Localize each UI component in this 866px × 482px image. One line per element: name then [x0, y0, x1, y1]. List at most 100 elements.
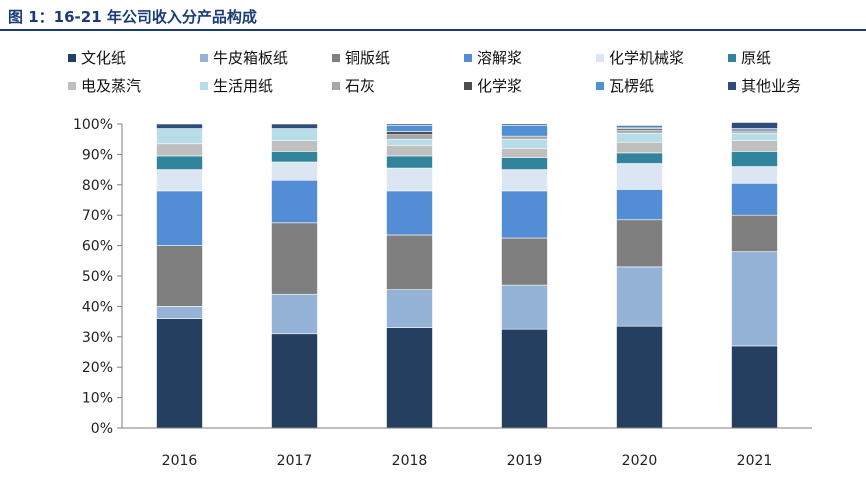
- legend-item: 石灰: [332, 77, 375, 95]
- legend-swatch: [596, 54, 604, 62]
- bar-segment: [386, 144, 433, 157]
- legend-label: 溶解浆: [477, 49, 522, 67]
- bar-segment: [386, 234, 433, 290]
- legend-item: 瓦楞纸: [596, 77, 654, 95]
- bar-segment: [386, 125, 433, 132]
- bar-segment: [501, 284, 548, 330]
- legend-swatch: [728, 54, 736, 62]
- bar-segment: [501, 138, 548, 149]
- bar-stack-2021: [731, 122, 778, 429]
- bar-segment: [271, 179, 318, 224]
- bar-segment: [386, 123, 433, 126]
- bar-segment: [501, 148, 548, 158]
- legend-item: 化学机械浆: [596, 49, 684, 67]
- legend-swatch: [200, 82, 208, 90]
- x-tick-label: 2018: [392, 453, 428, 469]
- legend-swatch: [596, 82, 604, 90]
- legend-item: 电及蒸汽: [68, 77, 141, 95]
- legend-label: 化学机械浆: [609, 49, 684, 67]
- bar-segment: [616, 125, 663, 128]
- bar-segment: [271, 123, 318, 129]
- bar-segment: [271, 140, 318, 152]
- bar-segment: [616, 141, 663, 154]
- bar-segment: [501, 125, 548, 137]
- plot-area: [156, 122, 778, 429]
- legend-item: 溶解浆: [464, 49, 522, 67]
- x-axis: 2016 2017 2018 2019 2020 2021: [122, 427, 812, 469]
- bar-segment: [616, 132, 663, 143]
- y-tick-label: 50%: [82, 269, 113, 285]
- bar-stack-2018: [386, 123, 433, 429]
- x-tick-label: 2021: [737, 453, 773, 469]
- bar-segment: [156, 123, 203, 129]
- bar-segment: [156, 190, 203, 246]
- legend-swatch: [200, 54, 208, 62]
- bar-segment: [386, 134, 433, 140]
- y-tick-label: 70%: [82, 208, 113, 224]
- bar-segment: [386, 190, 433, 236]
- legend-item: 化学浆: [464, 77, 522, 95]
- y-tick-label: 0%: [91, 421, 113, 437]
- legend-item: 牛皮箱板纸: [200, 49, 288, 67]
- legend-swatch: [68, 82, 76, 90]
- y-tick-label: 90%: [82, 147, 113, 163]
- bar-segment: [731, 140, 778, 152]
- bar-segment: [731, 345, 778, 429]
- bar-segment: [616, 189, 663, 221]
- bar-segment: [501, 169, 548, 192]
- legend-label: 文化纸: [81, 49, 126, 67]
- y-tick-label: 100%: [73, 117, 113, 133]
- bar-segment: [156, 155, 203, 170]
- x-tick-label: 2020: [622, 453, 658, 469]
- bar-segment: [501, 190, 548, 239]
- bar-segment: [156, 318, 203, 429]
- bar-segment: [271, 333, 318, 429]
- bar-segment: [271, 151, 318, 163]
- y-tick-label: 20%: [82, 360, 113, 376]
- legend-label: 铜版纸: [345, 49, 390, 67]
- legend-item: 生活用纸: [200, 77, 273, 95]
- legend-swatch: [728, 82, 736, 90]
- title-underline: [0, 29, 866, 31]
- bar-segment: [616, 325, 663, 429]
- bar-segment: [731, 182, 778, 216]
- bar-stack-2017: [271, 123, 318, 429]
- bar-segment: [271, 128, 318, 142]
- bar-segment: [156, 128, 203, 145]
- y-tick-label: 30%: [82, 330, 113, 346]
- bar-segment: [156, 143, 203, 157]
- bar-segment: [501, 135, 548, 140]
- bar-segment: [616, 129, 663, 134]
- bar-segment: [386, 327, 433, 429]
- bar-segment: [386, 289, 433, 328]
- bar-segment: [616, 152, 663, 164]
- legend-swatch: [332, 82, 340, 90]
- legend-label: 化学浆: [477, 77, 522, 95]
- x-tick-label: 2019: [507, 453, 543, 469]
- bar-segment: [386, 131, 433, 135]
- y-tick-label: 60%: [82, 239, 113, 255]
- bar-segment: [731, 251, 778, 347]
- legend-swatch: [464, 54, 472, 62]
- bar-segment: [501, 328, 548, 429]
- bar-stack-2020: [616, 125, 663, 429]
- bar-segment: [501, 157, 548, 170]
- y-tick-label: 40%: [82, 299, 113, 315]
- legend-label: 原纸: [741, 49, 771, 67]
- legend-label: 生活用纸: [213, 77, 273, 95]
- bar-segment: [386, 155, 433, 169]
- bar-stack-2019: [501, 123, 548, 429]
- legend-item: 原纸: [728, 49, 771, 67]
- bar-segment: [731, 166, 778, 184]
- y-tick-label: 10%: [82, 391, 113, 407]
- bar-segment: [731, 132, 778, 142]
- legend-swatch: [68, 54, 76, 62]
- bar-segment: [616, 219, 663, 268]
- bar-segment: [501, 237, 548, 286]
- legend-swatch: [464, 82, 472, 90]
- bar-segment: [156, 306, 203, 319]
- bar-segment: [616, 163, 663, 190]
- bar-segment: [271, 161, 318, 181]
